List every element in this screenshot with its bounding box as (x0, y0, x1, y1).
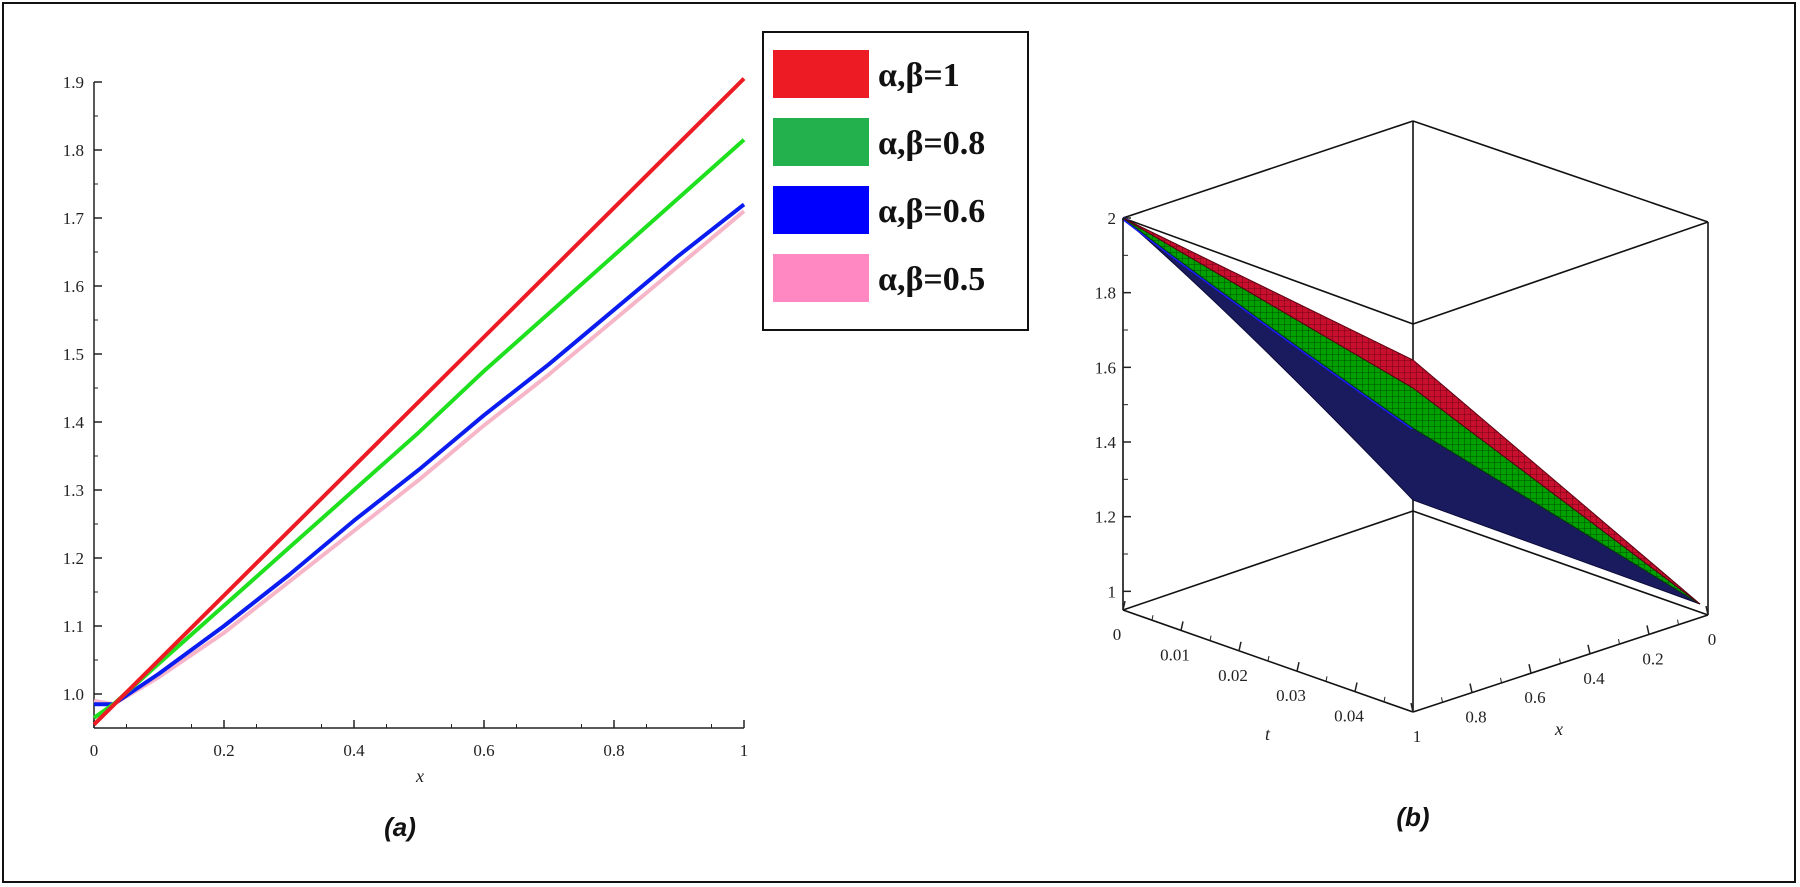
y-tick-label: 1.9 (63, 73, 84, 92)
t-tick-label: 0.01 (1160, 645, 1190, 664)
t-minor-tick (1209, 635, 1212, 641)
x-tick-label: 0.2 (213, 741, 234, 760)
z-tick-label: 1 (1108, 582, 1117, 601)
z-tick-label: 1.6 (1095, 358, 1116, 377)
t-minor-tick (1267, 655, 1270, 662)
x-tick-label: 0.4 (343, 741, 365, 760)
panel-label-b: (b) (1396, 802, 1429, 832)
x-axis-label-b: x (1554, 719, 1563, 739)
x-tick-mark-b (1528, 664, 1532, 674)
legend-swatch (773, 50, 869, 98)
panel-label-a: (a) (384, 812, 416, 842)
t-tick-mark (1238, 641, 1242, 651)
surface-plot-b: 1 1.2 1.4 1.6 1.8 2 0 0.01 0.02 0.03 0.04 0 0.2 0.4… (1095, 120, 1717, 832)
t-tick-label: 0 (1113, 625, 1122, 644)
surface-green (1122, 217, 1701, 605)
x-tick-label-b: 0.2 (1642, 649, 1663, 668)
x-tick-mark-b (1646, 625, 1650, 635)
line-chart-a: 1.0 1.1 1.2 1.3 1.4 1.5 1.6 1.7 1.8 1.9 0 0.2 0.4 0.… (63, 73, 749, 842)
t-tick-label: 0.04 (1334, 707, 1364, 726)
series-line (92, 77, 746, 727)
y-tick-label: 1.4 (63, 413, 85, 432)
x-tick-label: 0.6 (473, 741, 494, 760)
series-line (92, 138, 746, 720)
t-minor-tick (1325, 676, 1328, 682)
y-tick-label: 1.0 (63, 685, 84, 704)
t-tick-mark (1180, 621, 1184, 631)
x-tick-label: 0 (90, 741, 99, 760)
x-tick-label-b: 1 (1413, 727, 1422, 746)
legend-swatch (773, 186, 869, 234)
x-tick-label-b: 0.4 (1583, 669, 1605, 688)
legend-label: α,β=0.6 (878, 193, 985, 230)
x-tick-mark-b (1469, 683, 1473, 693)
t-tick-mark (1122, 600, 1126, 611)
plot-box (1122, 120, 1709, 616)
z-tick-label: 1.2 (1095, 508, 1116, 527)
y-tick-label: 1.7 (63, 209, 85, 228)
y-tick-label: 1.1 (63, 617, 84, 636)
surface-red (1122, 217, 1701, 605)
series-line (93, 209, 746, 707)
legend-swatch (773, 254, 869, 302)
t-tick-mark (1296, 662, 1300, 672)
legend-swatch (773, 118, 869, 166)
x-tick-label-b: 0 (1708, 630, 1717, 649)
x-minor-tick-b (1559, 658, 1561, 664)
legend: α,β=1 α,β=0.8 α,β=0.6 α,β=0.5 (762, 31, 1029, 331)
legend-label: α,β=0.5 (878, 261, 985, 298)
x-tick-mark-b (1705, 605, 1709, 616)
x-minor-tick-b (1677, 619, 1679, 625)
y-tick-label: 1.3 (63, 481, 84, 500)
y-tick-label: 1.5 (63, 345, 84, 364)
x-minor-tick-b (1500, 677, 1502, 683)
x-minor-tick-b (1618, 639, 1620, 645)
z-tick-label: 1.8 (1095, 284, 1116, 303)
z-tick-label: 1.4 (1095, 433, 1117, 452)
t-tick-label: 0.02 (1218, 666, 1248, 685)
t-tick-mark (1354, 682, 1358, 692)
t-minor-tick (1151, 615, 1154, 621)
x-tick-mark-b (1410, 702, 1414, 713)
legend-label: α,β=0.8 (878, 125, 985, 162)
t-tick-label: 0.03 (1276, 686, 1306, 705)
t-axis-label: t (1265, 724, 1271, 744)
x-tick-label: 1 (740, 741, 749, 760)
x-tick-label-b: 0.6 (1524, 688, 1545, 707)
x-minor-tick-b (1441, 697, 1443, 703)
x-tick-label: 0.8 (603, 741, 624, 760)
legend-label: α,β=1 (878, 57, 960, 94)
series-line (94, 202, 746, 707)
y-tick-label: 1.2 (63, 549, 84, 568)
y-tick-label: 1.6 (63, 277, 84, 296)
x-tick-mark-b (1587, 644, 1591, 654)
x-tick-label-b: 0.8 (1465, 708, 1486, 727)
x-axis-label-a: x (415, 766, 424, 786)
y-tick-label: 1.8 (63, 141, 84, 160)
z-tick-label: 2 (1108, 209, 1117, 228)
t-minor-tick (1383, 696, 1386, 702)
